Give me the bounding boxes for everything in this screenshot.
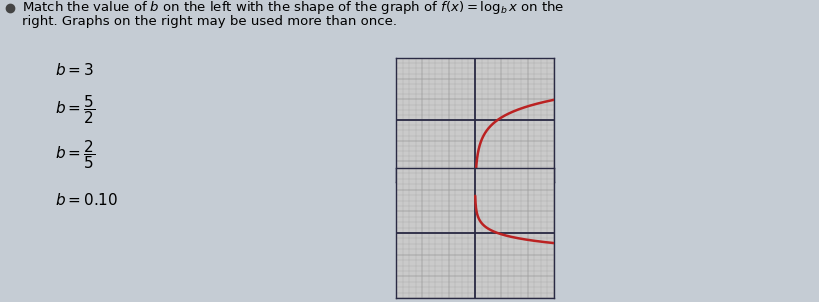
Text: right. Graphs on the right may be used more than once.: right. Graphs on the right may be used m… (22, 15, 396, 28)
Text: $b = \dfrac{5}{2}$: $b = \dfrac{5}{2}$ (55, 94, 95, 127)
Text: $b = 3$: $b = 3$ (55, 62, 94, 78)
Text: $b = \dfrac{2}{5}$: $b = \dfrac{2}{5}$ (55, 139, 95, 172)
Text: $b = 0.10$: $b = 0.10$ (55, 192, 118, 208)
Text: Match the value of $b$ on the left with the shape of the graph of $f(x) = \log_b: Match the value of $b$ on the left with … (22, 0, 563, 17)
